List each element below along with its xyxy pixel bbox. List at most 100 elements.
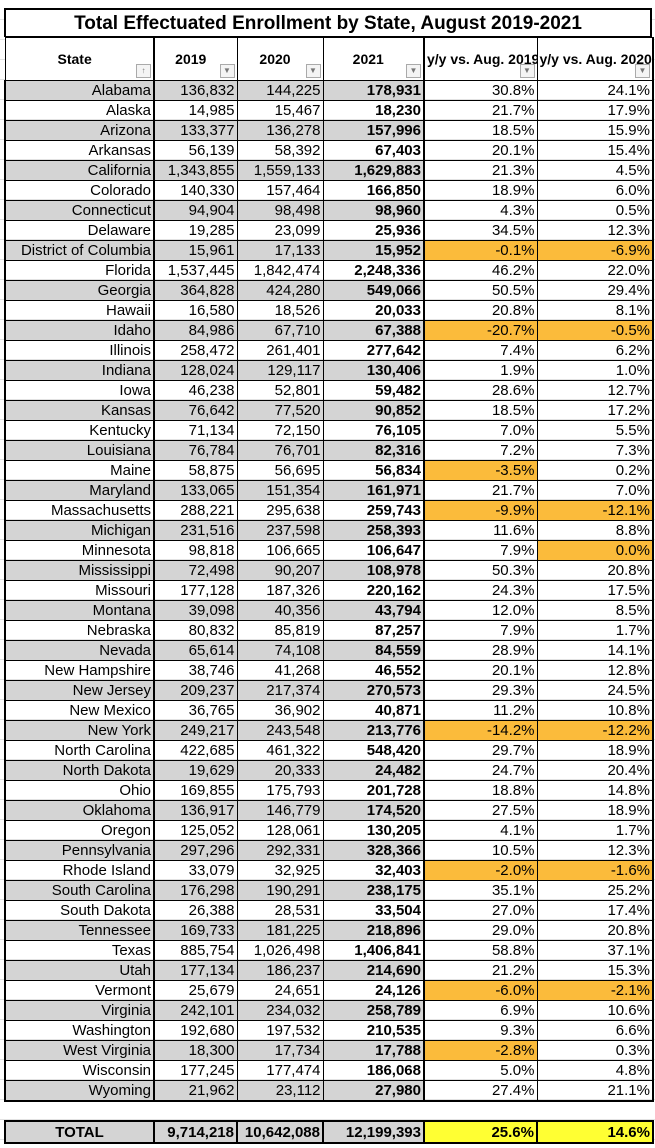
value-2020: 144,225	[236, 80, 324, 101]
yoy-2019: 12.0%	[423, 600, 538, 621]
value-2019: 19,629	[153, 760, 238, 781]
sort-filter-icon[interactable]: ↑	[136, 64, 151, 78]
column-header-label: y/y vs. Aug. 2019	[427, 51, 537, 67]
state-name: Oklahoma	[4, 800, 155, 821]
yoy-2019: 1.9%	[423, 360, 538, 381]
value-2020: 72,150	[236, 420, 324, 441]
filter-dropdown-icon[interactable]: ▼	[406, 64, 421, 78]
column-header-2021: 2021 ▼	[322, 37, 425, 81]
table-row: New Hampshire 38,746 41,268 46,552 20.1% 12.8…	[4, 660, 654, 681]
value-2021: 25,936	[322, 220, 425, 241]
table-row: Maryland 133,065 151,354 161,971 21.7% 7.0%	[4, 480, 654, 501]
yoy-2020: -0.5%	[536, 320, 654, 341]
yoy-2020: -12.2%	[536, 720, 654, 741]
yoy-2020: 18.9%	[536, 800, 654, 821]
filter-dropdown-icon[interactable]: ▼	[519, 64, 535, 78]
value-2021: 270,573	[322, 680, 425, 701]
yoy-2020: 0.0%	[536, 540, 654, 561]
value-2021: 106,647	[322, 540, 425, 561]
table-row: Colorado 140,330 157,464 166,850 18.9% 6.0%	[4, 180, 654, 201]
value-2020: 186,237	[236, 960, 324, 981]
value-2020: 20,333	[236, 760, 324, 781]
total-row: TOTAL 9,714,218 10,642,088 12,199,393 25…	[4, 1120, 654, 1144]
value-2019: 38,746	[153, 660, 238, 681]
state-name: Tennessee	[4, 920, 155, 941]
value-2020: 17,734	[236, 1040, 324, 1061]
filter-dropdown-icon[interactable]: ▼	[305, 64, 321, 78]
state-name: New York	[4, 720, 155, 741]
value-2019: 71,134	[153, 420, 238, 441]
yoy-2020: 10.6%	[536, 1000, 654, 1021]
table-row: Iowa 46,238 52,801 59,482 28.6% 12.7%	[4, 380, 654, 401]
filter-dropdown-icon[interactable]: ▼	[635, 64, 650, 78]
yoy-2019: 29.3%	[423, 680, 538, 701]
yoy-2020: 8.1%	[536, 300, 654, 321]
value-2020: 1,842,474	[236, 260, 324, 281]
value-2020: 77,520	[236, 400, 324, 421]
value-2019: 1,343,855	[153, 160, 238, 181]
yoy-2019: 7.2%	[423, 440, 538, 461]
yoy-2020: 20.8%	[536, 560, 654, 581]
value-2021: 43,794	[322, 600, 425, 621]
state-name: Montana	[4, 600, 155, 621]
yoy-2019: 21.7%	[423, 480, 538, 501]
yoy-2020: 21.1%	[536, 1080, 654, 1102]
yoy-2020: 0.3%	[536, 1040, 654, 1061]
state-name: New Mexico	[4, 700, 155, 721]
value-2020: 23,099	[236, 220, 324, 241]
table-row: Utah 177,134 186,237 214,690 21.2% 15.3%	[4, 960, 654, 981]
value-2021: 218,896	[322, 920, 425, 941]
value-2020: 1,559,133	[236, 160, 324, 181]
value-2019: 136,917	[153, 800, 238, 821]
state-name: Oregon	[4, 820, 155, 841]
table-row: Maine 58,875 56,695 56,834 -3.5% 0.2%	[4, 460, 654, 481]
state-name: New Jersey	[4, 680, 155, 701]
state-name: South Carolina	[4, 880, 155, 901]
value-2021: 130,205	[322, 820, 425, 841]
state-name: Nebraska	[4, 620, 155, 641]
value-2019: 136,832	[153, 80, 238, 101]
table-row: West Virginia 18,300 17,734 17,788 -2.8% 0.3%	[4, 1040, 654, 1061]
yoy-2019: 28.9%	[423, 640, 538, 661]
table-row: Arkansas 56,139 58,392 67,403 20.1% 15.4%	[4, 140, 654, 161]
value-2019: 76,784	[153, 440, 238, 461]
state-name: Alabama	[4, 80, 155, 101]
value-2020: 187,326	[236, 580, 324, 601]
yoy-2019: 20.1%	[423, 140, 538, 161]
yoy-2019: 6.9%	[423, 1000, 538, 1021]
state-name: Florida	[4, 260, 155, 281]
value-2021: 157,996	[322, 120, 425, 141]
value-2021: 18,230	[322, 100, 425, 121]
value-2021: 201,728	[322, 780, 425, 801]
value-2020: 217,374	[236, 680, 324, 701]
table-row: District of Columbia 15,961 17,133 15,952 -0…	[4, 240, 654, 261]
value-2020: 177,474	[236, 1060, 324, 1081]
value-2020: 85,819	[236, 620, 324, 641]
yoy-2020: 20.8%	[536, 920, 654, 941]
table-row: Pennsylvania 297,296 292,331 328,366 10.5% 12…	[4, 840, 654, 861]
filter-dropdown-icon[interactable]: ▼	[219, 64, 235, 78]
state-name: Wisconsin	[4, 1060, 155, 1081]
value-2020: 292,331	[236, 840, 324, 861]
value-2020: 17,133	[236, 240, 324, 261]
value-2021: 548,420	[322, 740, 425, 761]
value-2019: 177,245	[153, 1060, 238, 1081]
table-row: Louisiana 76,784 76,701 82,316 7.2% 7.3%	[4, 440, 654, 461]
yoy-2020: -1.6%	[536, 860, 654, 881]
yoy-2020: 20.4%	[536, 760, 654, 781]
value-2019: 169,855	[153, 780, 238, 801]
value-2021: 108,978	[322, 560, 425, 581]
table-row: Texas 885,754 1,026,498 1,406,841 58.8% 37.1%	[4, 940, 654, 961]
value-2019: 133,377	[153, 120, 238, 141]
yoy-2019: 11.6%	[423, 520, 538, 541]
value-2019: 177,128	[153, 580, 238, 601]
yoy-2020: 17.2%	[536, 400, 654, 421]
state-name: West Virginia	[4, 1040, 155, 1061]
value-2020: 129,117	[236, 360, 324, 381]
state-name: Maryland	[4, 480, 155, 501]
value-2019: 242,101	[153, 1000, 238, 1021]
yoy-2020: -6.9%	[536, 240, 654, 261]
yoy-2020: -2.1%	[536, 980, 654, 1001]
yoy-2019: -3.5%	[423, 460, 538, 481]
value-2020: 36,902	[236, 700, 324, 721]
